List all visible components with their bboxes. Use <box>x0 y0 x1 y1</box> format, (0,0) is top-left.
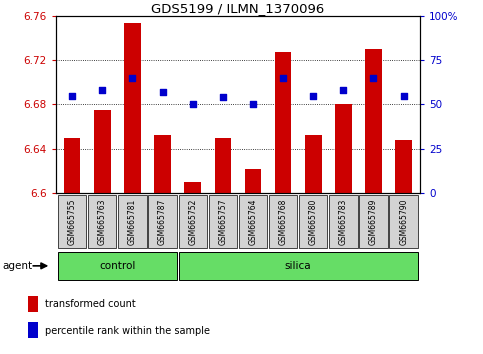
FancyBboxPatch shape <box>269 195 297 249</box>
Text: GSM665755: GSM665755 <box>68 198 77 245</box>
Point <box>249 102 257 107</box>
Point <box>369 75 377 81</box>
FancyBboxPatch shape <box>88 195 116 249</box>
Title: GDS5199 / ILMN_1370096: GDS5199 / ILMN_1370096 <box>151 2 325 15</box>
Point <box>400 93 408 98</box>
FancyBboxPatch shape <box>329 195 357 249</box>
FancyBboxPatch shape <box>389 195 418 249</box>
Point <box>159 89 167 95</box>
Bar <box>28 296 38 312</box>
Bar <box>94 110 111 193</box>
FancyBboxPatch shape <box>58 195 86 249</box>
Bar <box>275 52 291 193</box>
FancyBboxPatch shape <box>209 195 237 249</box>
Text: GSM665757: GSM665757 <box>218 198 227 245</box>
Text: GSM665781: GSM665781 <box>128 199 137 245</box>
FancyBboxPatch shape <box>299 195 327 249</box>
Text: GSM665789: GSM665789 <box>369 198 378 245</box>
FancyBboxPatch shape <box>359 195 388 249</box>
Bar <box>124 23 141 193</box>
Text: control: control <box>99 261 136 271</box>
Text: transformed count: transformed count <box>45 299 136 309</box>
Point <box>219 95 227 100</box>
FancyBboxPatch shape <box>58 252 177 280</box>
Point <box>128 75 136 81</box>
Text: GSM665780: GSM665780 <box>309 198 318 245</box>
Bar <box>28 322 38 338</box>
Bar <box>365 49 382 193</box>
Point <box>99 87 106 93</box>
Bar <box>245 169 261 193</box>
FancyBboxPatch shape <box>148 195 177 249</box>
Text: GSM665768: GSM665768 <box>279 198 287 245</box>
FancyBboxPatch shape <box>118 195 146 249</box>
Text: GSM665783: GSM665783 <box>339 198 348 245</box>
Point <box>68 93 76 98</box>
Bar <box>335 104 352 193</box>
Text: GSM665787: GSM665787 <box>158 198 167 245</box>
FancyBboxPatch shape <box>179 252 418 280</box>
FancyBboxPatch shape <box>179 195 207 249</box>
Point <box>189 102 197 107</box>
Bar <box>214 138 231 193</box>
Text: GSM665790: GSM665790 <box>399 198 408 245</box>
FancyBboxPatch shape <box>239 195 267 249</box>
Text: GSM665752: GSM665752 <box>188 198 197 245</box>
Bar <box>396 140 412 193</box>
Text: silica: silica <box>285 261 312 271</box>
Point <box>279 75 287 81</box>
Text: GSM665764: GSM665764 <box>248 198 257 245</box>
Point <box>309 93 317 98</box>
Bar <box>64 138 80 193</box>
Bar <box>185 182 201 193</box>
Bar <box>305 136 322 193</box>
Text: percentile rank within the sample: percentile rank within the sample <box>45 326 210 336</box>
Point <box>340 87 347 93</box>
Text: agent: agent <box>2 261 32 271</box>
Text: GSM665763: GSM665763 <box>98 198 107 245</box>
Bar <box>154 136 171 193</box>
